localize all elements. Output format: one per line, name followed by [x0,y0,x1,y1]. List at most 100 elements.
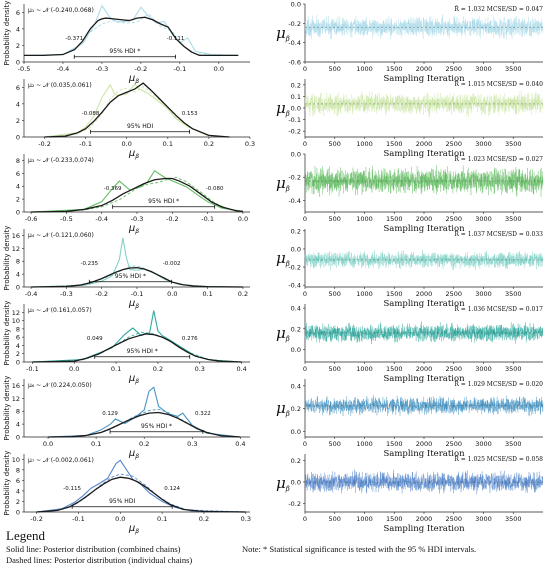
density-y-tick-label: 2 [16,350,20,358]
density-x-tick-label: 0.3 [195,365,205,373]
trace-x-tick-label: 2000 [416,515,433,523]
density-x-tick-label: 0.1 [202,290,212,298]
combined-density-curve [31,267,243,288]
density-x-tick-label: 0.0 [122,140,132,148]
trace-y-tick-label: 0.2 [291,405,301,413]
trace-x-tick-label: 3000 [475,215,492,223]
hdi-lower-label: 0.049 [87,336,103,342]
hdi-caption: 95% HDI [109,498,135,505]
trace-x-tick-label: 1500 [386,140,403,148]
trace-x-tick-label: 0 [303,140,307,148]
trace-y-tick-label: 0.0 [291,346,301,354]
density-y-tick-label: 0 [16,359,20,367]
density-y-tick-label: 12 [12,395,20,403]
trace-x-tick-label: 2500 [445,140,462,148]
density-y-tick-label: 8 [16,408,20,416]
trace-stats: R̂ = 1.037 MCSE/SD = 0.033 [454,231,543,238]
trace-x-tick-label: 500 [329,65,341,73]
density-y-tick-label: 4 [16,100,20,108]
panel-1: 0 2 4 6 -0.5 -0.4 -0.3 -0.2 -0.1 0.0 Probability d… [3,1,544,85]
density-title: μ₃ ~ 𝒩 (-0.233,0.074) [28,157,94,164]
hdi-lower-label: 0.129 [102,411,118,417]
density-x-tick-label: 0.1 [157,515,167,523]
hdi-caption: 95% HDI * [141,423,172,430]
trace-x-tick-label: 3500 [505,515,522,523]
density-title: μ₅ ~ 𝒩 (0.161,0.057) [28,307,92,314]
trace-x-tick-label: 2500 [445,215,462,223]
density-y-tick-label: 0 [16,59,20,67]
hdi-upper-label: -0.111 [167,36,185,42]
density-y-label: Probability density [3,301,11,366]
hdi-upper-label: -0.080 [206,186,224,192]
trace-x-tick-label: 500 [329,290,341,298]
hdi-caption: 95% HDI * [127,348,158,355]
trace-y-tick-label: -0.2 [288,264,301,272]
trace-x-tick-label: 2000 [416,140,433,148]
legend-dashed-line-note: Dashed lines: Posterior distribution (in… [6,555,193,565]
density-x-tick-label: 0.0 [214,65,224,73]
density-x-label: μβ [128,448,139,460]
combined-density-curve [48,411,241,438]
density-x-tick-label: 0.0 [167,290,177,298]
density-x-tick-label: -0.3 [96,65,109,73]
trace-x-tick-label: 0 [303,65,307,73]
trace-x-tick-label: 2500 [445,290,462,298]
trace-y-tick-label: 0.0 [291,1,301,9]
trace-stats: R̂ = 1.023 MCSE/SD = 0.027 [454,156,543,163]
trace-x-tick-label: 0 [303,290,307,298]
hdi-upper-label: 0.153 [182,111,198,117]
combined-density-curve [31,177,243,213]
trace-y-tick-label: -0.2 [288,174,301,182]
density-y-tick-label: 6 [16,334,20,342]
hdi-caption: 95% HDI * [109,48,140,55]
trace-x-tick-label: 1500 [386,440,403,448]
hdi-upper-label: 0.322 [195,411,211,417]
trace-y-tick-label: 0.0 [291,428,301,436]
trace-x-label: Sampling Iteration [383,374,465,384]
density-y-tick-label: 6 [16,477,20,485]
trace-x-tick-label: 1000 [356,365,373,373]
density-x-tick-label: -0.4 [25,290,38,298]
density-x-tick-label: -0.2 [30,515,43,523]
trace-y-tick-label: 0.2 [291,81,301,89]
density-x-tick-label: 0.0 [115,515,125,523]
trace-x-tick-label: 2000 [416,65,433,73]
chain-density-curve [44,83,210,138]
hdi-lower-label: -0.369 [104,186,122,192]
trace-x-label: Sampling Iteration [383,224,465,234]
density-title: μ₆ ~ 𝒩 (0.224,0.050) [28,382,92,389]
density-y-label: Probability density [3,226,11,291]
density-x-tick-label: -0.1 [79,140,92,148]
combined-density-curve [36,476,246,513]
trace-y-tick-label: -0.1 [288,116,301,124]
trace-y-tick-label: 0.4 [291,305,301,313]
legend-solid-line-note: Solid line: Posterior distribution (comb… [6,544,181,554]
density-x-label: μβ [128,523,139,535]
density-x-tick-label: -0.4 [57,65,70,73]
trace-x-tick-label: 3500 [505,215,522,223]
trace-x-tick-label: 1000 [356,140,373,148]
hdi-lower-label: -0.115 [63,486,81,492]
density-y-tick-label: 0 [16,134,20,142]
trace-x-tick-label: 2500 [445,65,462,73]
panel-4: 0 4 8 12 16 -0.4 -0.3 -0.2 -0.1 0.0 0.1 0.2 Probabil… [3,226,544,310]
density-y-tick-label: 4 [16,271,20,279]
density-x-label: μβ [128,298,139,310]
trace-y-tick-label: -0.4 [288,39,301,47]
trace-x-tick-label: 500 [329,440,341,448]
density-x-tick-label: 0.3 [241,515,251,523]
trace-x-tick-label: 1500 [386,215,403,223]
trace-x-tick-label: 3500 [505,365,522,373]
density-y-tick-label: 8 [16,466,20,474]
density-y-tick-label: 0 [16,209,20,217]
legend-title: Legend [6,528,45,543]
density-y-tick-label: 2 [16,498,20,506]
density-y-tick-label: 4 [16,183,20,191]
density-x-tick-label: 0.2 [153,365,163,373]
density-x-tick-label: -0.2 [95,290,108,298]
density-y-label: Probability density [3,451,11,516]
density-y-tick-label: 4 [16,487,20,495]
density-y-tick-label: 0 [16,434,20,442]
hdi-lower-label: -0.088 [82,111,100,117]
